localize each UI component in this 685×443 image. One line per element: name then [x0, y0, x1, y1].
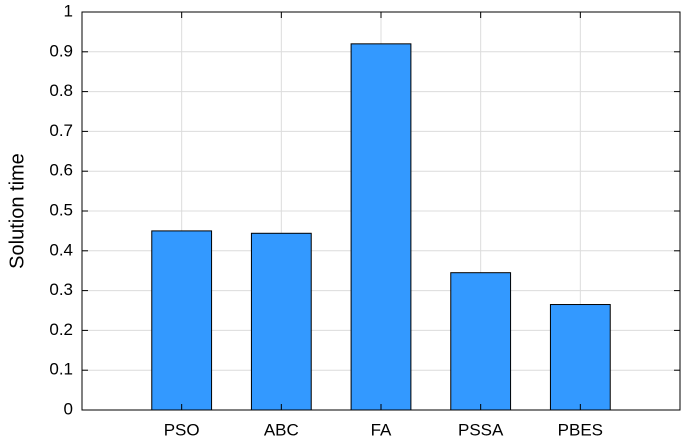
y-tick-label: 0	[64, 399, 73, 418]
x-tick-label: PSO	[164, 420, 200, 439]
bar	[450, 272, 512, 411]
bar	[250, 232, 312, 411]
bar	[549, 304, 611, 411]
y-axis-label: Solution time	[6, 153, 28, 269]
bar	[350, 43, 412, 411]
y-tick-label: 0.4	[49, 240, 73, 259]
y-tick-label: 0.6	[49, 161, 73, 180]
y-tick-label: 0.5	[49, 200, 73, 219]
y-tick-label: 0.3	[49, 280, 73, 299]
y-tick-label: 0.1	[49, 360, 73, 379]
y-tick-label: 0.7	[49, 121, 73, 140]
y-tick-label: 0.9	[49, 41, 73, 60]
x-tick-label: ABC	[264, 420, 299, 439]
bar	[151, 230, 213, 411]
x-tick-label: FA	[371, 420, 392, 439]
y-tick-label: 1	[64, 1, 73, 20]
x-tick-label: PBES	[558, 420, 603, 439]
plot-frame	[81, 11, 681, 411]
x-tick-label: PSSA	[458, 420, 504, 439]
y-tick-label: 0.8	[49, 81, 73, 100]
y-tick-label: 0.2	[49, 320, 73, 339]
